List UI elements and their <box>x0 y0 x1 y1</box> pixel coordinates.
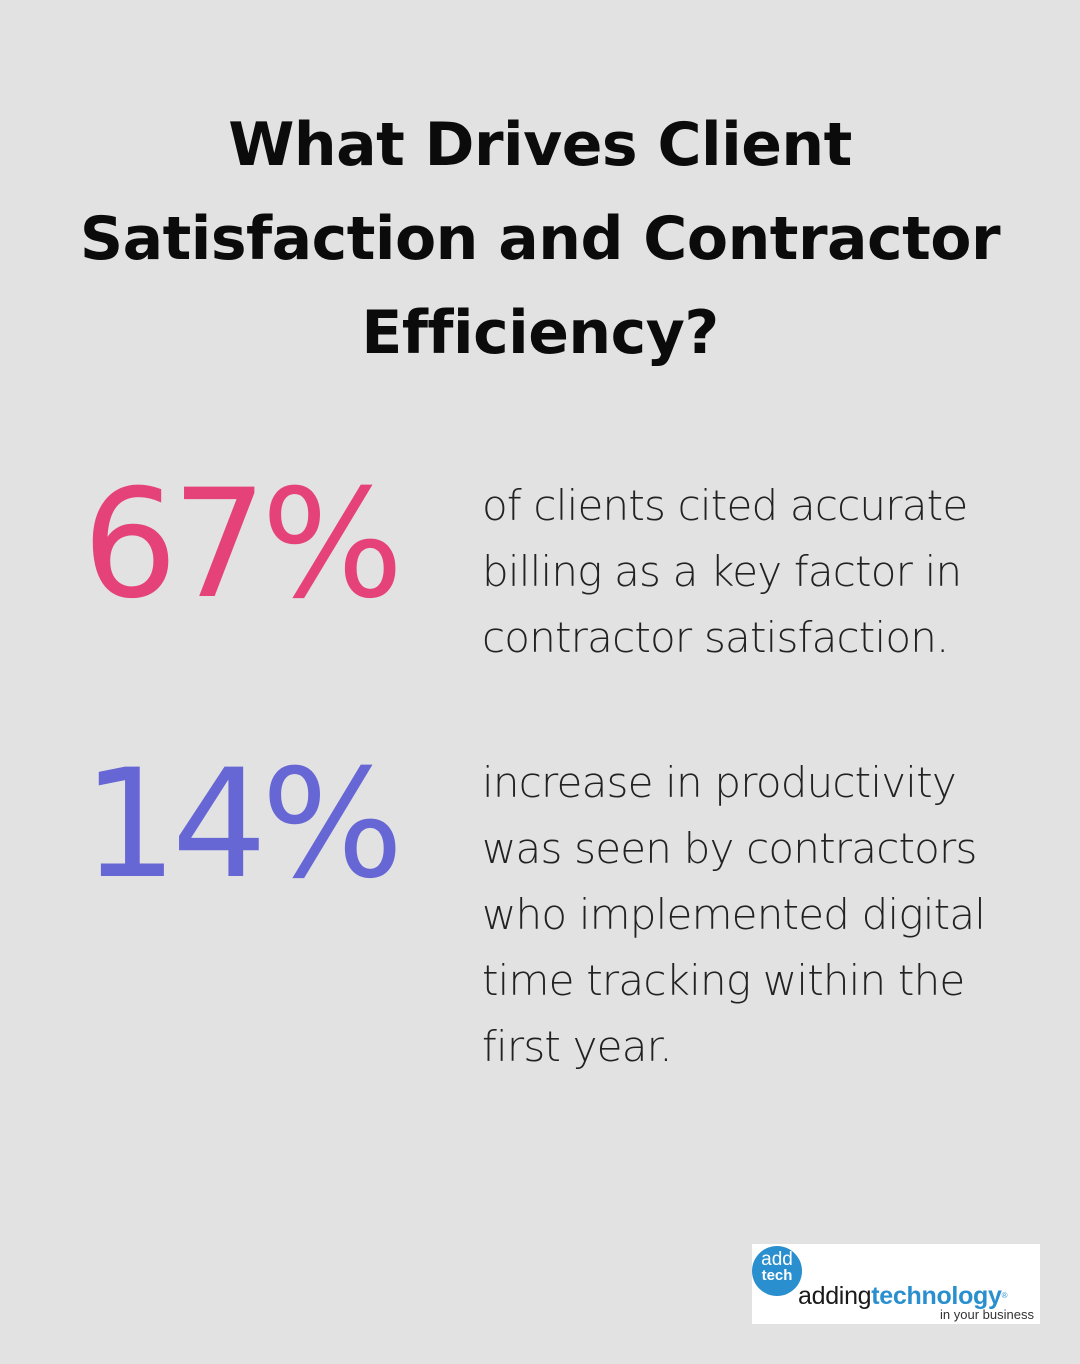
stat-value-productivity: 14% <box>82 738 403 912</box>
stat-description-billing: of clients cited accurate billing as a k… <box>482 481 968 662</box>
logo-word-technology: technology <box>871 1282 1002 1310</box>
company-logo: add tech addingtechnology® in your busin… <box>752 1244 1040 1324</box>
page-title: What Drives Client Satisfaction and Cont… <box>79 110 1001 368</box>
addtech-badge-icon: add tech <box>752 1246 802 1296</box>
logo-wordmark: addingtechnology® <box>798 1282 1008 1310</box>
registered-mark: ® <box>1001 1291 1008 1300</box>
stat-description-productivity: increase in productivity was seen by con… <box>482 758 986 1071</box>
badge-top-text: add <box>761 1249 793 1270</box>
badge-bottom-text: tech <box>761 1267 793 1284</box>
logo-tagline: in your business <box>940 1307 1034 1322</box>
logo-word-adding: adding <box>798 1282 872 1310</box>
stat-value-billing: 67% <box>82 458 403 632</box>
